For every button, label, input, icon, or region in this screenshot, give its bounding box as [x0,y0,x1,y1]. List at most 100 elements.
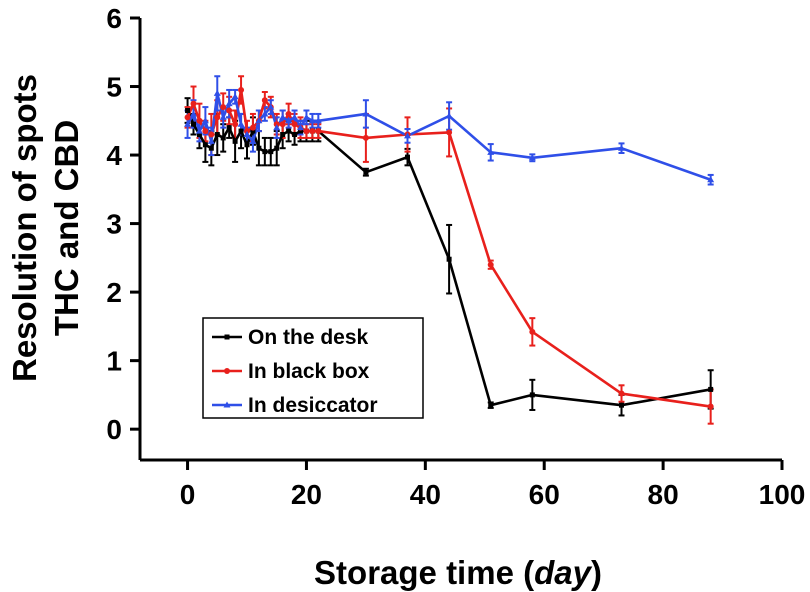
legend-label: In black box [248,360,370,383]
data-point-in-desiccator [618,144,625,151]
legend-box [202,317,424,419]
data-point-in-desiccator [184,120,192,127]
data-point-in-black-box [291,121,298,128]
data-point-on-the-desk [244,142,250,148]
x-tick-label: 40 [410,479,441,510]
data-point-on-the-desk [363,169,369,175]
series-markers [184,86,715,410]
data-point-on-the-desk [446,256,452,262]
data-point-in-desiccator [404,132,411,139]
data-point-on-the-desk [405,154,410,160]
data-point-in-desiccator [273,124,281,131]
data-point-in-black-box [220,104,227,111]
data-point-in-black-box [196,117,203,124]
data-point-in-desiccator [243,130,251,137]
data-point-in-desiccator [231,93,239,100]
data-point-on-the-desk [250,128,256,134]
data-point-in-black-box [285,110,292,117]
data-point-in-black-box [190,100,197,107]
series-line-in-desiccator [186,92,712,181]
data-point-on-the-desk [280,131,286,137]
data-point-in-black-box [487,261,494,268]
data-point-in-desiccator [219,113,227,120]
data-point-on-the-desk [708,386,714,392]
data-point-in-desiccator [285,117,293,124]
data-point-in-black-box [184,114,191,121]
legend-label: On the desk [248,326,369,349]
data-point-in-black-box [202,128,209,135]
legend-marker [224,368,230,374]
data-point-on-the-desk [488,402,494,408]
data-point-on-the-desk [232,138,238,144]
data-point-in-desiccator [267,103,275,110]
data-point-in-desiccator [291,113,299,120]
data-point-in-black-box [226,107,233,114]
y-tick-label: 6 [106,3,122,34]
y-tick-label: 0 [106,414,122,445]
data-point-on-the-desk [185,108,191,114]
data-point-in-desiccator [314,117,322,124]
data-point-on-the-desk [529,392,535,398]
x-axis-title-prefix: Storage time ( [314,554,534,591]
data-point-in-desiccator [255,117,263,124]
data-point-in-black-box [279,121,286,128]
data-point-in-desiccator [207,137,215,144]
data-point-in-desiccator [707,176,715,183]
data-point-on-the-desk [286,128,292,134]
y-tick-label: 3 [106,209,122,240]
data-point-in-desiccator [225,100,233,107]
data-point-in-black-box [238,86,245,93]
data-point-in-desiccator [201,117,209,124]
x-axis-title-unit: day [534,554,593,591]
data-point-on-the-desk [191,121,196,127]
data-point-in-black-box [362,134,369,141]
data-point-in-black-box [446,129,453,136]
data-point-in-black-box [232,121,239,128]
legend-marker [223,401,231,408]
data-point-on-the-desk [208,145,214,151]
data-point-in-black-box [249,124,256,131]
data-point-in-desiccator [249,137,257,144]
y-tick-label: 1 [106,346,122,377]
legend-item-in-desiccator: In desiccator [212,394,378,417]
data-point-in-desiccator [445,112,453,119]
data-point-on-the-desk [226,125,232,131]
data-point-in-desiccator [487,148,495,155]
data-point-in-black-box [208,131,215,138]
data-point-on-the-desk [619,402,624,408]
data-point-on-the-desk [220,135,226,141]
data-point-in-desiccator [279,113,287,120]
x-axis-title-suffix: ) [591,554,602,591]
y-tick-label: 2 [106,277,122,308]
data-point-in-black-box [315,128,322,135]
data-point-in-desiccator [190,110,197,117]
data-point-in-black-box [309,128,316,135]
data-point-on-the-desk [292,131,298,137]
y-tick-label: 5 [106,72,122,103]
data-point-on-the-desk [202,142,208,148]
x-tick-label: 60 [529,479,560,510]
data-point-in-black-box [214,114,221,121]
data-point-in-black-box [303,128,310,135]
data-point-in-desiccator [302,113,310,120]
data-point-on-the-desk [238,128,244,134]
data-point-in-black-box [707,403,714,410]
legend: On the desk In black box In desiccator [202,317,424,419]
data-point-on-the-desk [262,149,268,155]
legend-item-in-black-box: In black box [212,360,370,383]
data-point-in-desiccator [297,124,304,131]
data-point-on-the-desk [214,131,220,137]
x-tick-label: 80 [648,479,679,510]
x-tick-label: 0 [180,479,196,510]
data-point-on-the-desk [196,131,202,137]
data-point-in-desiccator [308,117,316,124]
data-point-in-desiccator [213,89,221,96]
legend-item-on-the-desk: On the desk [212,326,369,349]
data-point-in-black-box [261,97,268,104]
y-axis-title-line1: Resolution of spots [6,74,43,382]
y-tick-label: 4 [106,140,122,171]
x-tick-label: 100 [759,479,806,510]
legend-label: In desiccator [248,394,378,417]
data-point-on-the-desk [268,149,274,155]
